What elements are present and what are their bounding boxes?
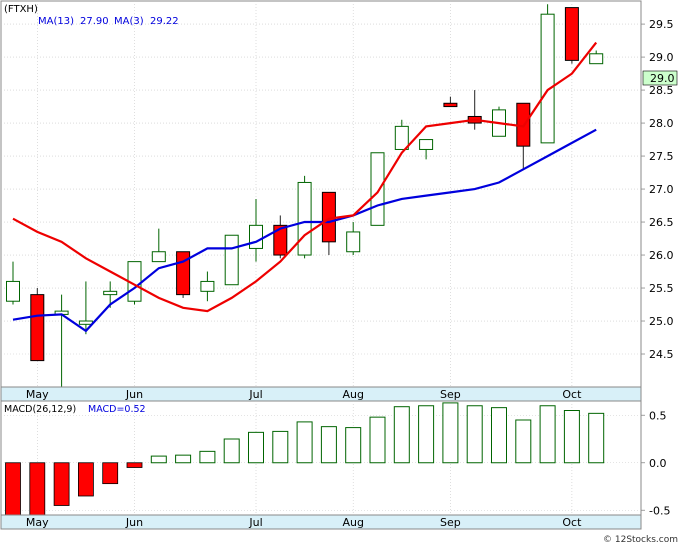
price-tick-label: 25.0: [649, 315, 674, 328]
price-x-label: Sep: [440, 388, 461, 401]
macd-x-label: Sep: [440, 516, 461, 529]
price-panel: [0, 0, 642, 388]
price-x-label: Aug: [342, 388, 363, 401]
candle-up: [540, 13, 555, 144]
candle-up: [200, 280, 215, 292]
watermark: © 12Stocks.com: [603, 535, 678, 545]
ma3-label: MA(3): [114, 16, 144, 27]
price-y-axis: 24.525.025.526.026.527.027.528.028.529.0…: [641, 18, 674, 361]
macd-value: MACD=0.52: [88, 404, 146, 415]
macd-bar-positive: [345, 427, 362, 464]
macd-bar-positive: [199, 450, 216, 464]
macd-bar-positive: [175, 454, 192, 464]
candle-up: [224, 234, 239, 286]
macd-bar-negative: [29, 462, 46, 516]
candle-down: [564, 7, 579, 61]
candle-up: [419, 139, 434, 150]
macd-bar-positive: [442, 402, 459, 464]
macd-x-label: Jul: [248, 516, 262, 529]
macd-label: MACD(26,12,9): [4, 404, 76, 415]
price-tick-label: 28.0: [649, 117, 674, 130]
price-x-label: Oct: [562, 388, 582, 401]
macd-bar-positive: [563, 410, 580, 464]
candle-up: [346, 231, 361, 253]
macd-x-label: May: [26, 516, 49, 529]
macd-bar-positive: [272, 430, 289, 464]
macd-bar-negative: [5, 462, 21, 516]
candle-up: [103, 290, 118, 296]
price-tick-label: 24.5: [649, 348, 674, 361]
macd-bar-negative: [78, 462, 94, 497]
price-tick-label: 27.0: [649, 183, 674, 196]
macd-bar-positive: [539, 405, 556, 464]
macd-bar-positive: [418, 405, 435, 464]
macd-bar-positive: [491, 407, 507, 464]
price-tag-box: [642, 70, 678, 86]
ma13-value: 27.90: [80, 16, 109, 27]
macd-bar-negative: [102, 462, 119, 485]
candle-down: [443, 102, 458, 108]
macd-bar-positive: [369, 416, 386, 464]
macd-bar-positive: [150, 455, 167, 464]
candle-up: [6, 280, 20, 302]
macd-tick-label: 0.0: [649, 457, 667, 470]
macd-bars: [5, 402, 605, 516]
price-tick-label: 26.0: [649, 249, 674, 262]
price-x-axis-labels: May Jun Jul Aug Sep Oct: [26, 388, 582, 401]
price-tick-label: 29.0: [649, 51, 674, 64]
price-tag: 29.0: [650, 72, 675, 85]
price-x-label: Jun: [125, 388, 143, 401]
macd-bar-positive: [296, 421, 313, 464]
macd-bar-negative: [53, 462, 70, 506]
macd-tick-label: -0.5: [649, 504, 670, 517]
candle-up: [151, 251, 166, 263]
price-tick-label: 26.5: [649, 216, 674, 229]
candle-up: [394, 125, 409, 150]
price-x-axis-band: [0, 386, 642, 402]
price-x-label: Jul: [248, 388, 262, 401]
macd-bar-positive: [248, 431, 264, 464]
macd-bar-positive: [515, 419, 532, 464]
candle-up: [78, 320, 93, 325]
ma3-line: [12, 41, 598, 313]
macd-bar-positive: [223, 438, 240, 464]
macd-x-label: Jun: [125, 516, 143, 529]
macd-x-axis-labels: May Jun Jul Aug Sep Oct: [26, 516, 582, 529]
macd-bar-positive: [393, 406, 410, 464]
candle-up: [370, 152, 385, 226]
price-x-label: May: [26, 388, 49, 401]
macd-x-label: Aug: [342, 516, 363, 529]
macd-x-axis-band: [0, 514, 642, 530]
candle-up: [297, 181, 312, 256]
macd-tick-label: 0.5: [649, 409, 667, 422]
ma13-label: MA(13): [38, 16, 74, 27]
ma13-line: [12, 128, 597, 333]
macd-bar-positive: [588, 412, 605, 464]
price-tick-label: 28.5: [649, 84, 674, 97]
candle-down: [30, 294, 45, 362]
price-candles: [6, 4, 604, 401]
candle-down: [273, 224, 288, 256]
macd-bar-negative: [126, 462, 143, 468]
symbol-label: (FTXH): [4, 4, 38, 15]
ma3-value: 29.22: [150, 16, 179, 27]
price-moving-averages: [12, 41, 598, 333]
macd-y-axis: -0.5 0.0 0.5: [641, 409, 670, 517]
macd-bar-positive: [320, 426, 337, 464]
price-tick-label: 25.5: [649, 282, 674, 295]
price-tick-label: 27.5: [649, 150, 674, 163]
macd-x-label: Oct: [562, 516, 582, 529]
macd-bar-positive: [466, 405, 483, 464]
price-tick-label: 29.5: [649, 18, 674, 31]
candle-up: [249, 224, 263, 249]
candle-up: [589, 53, 604, 65]
